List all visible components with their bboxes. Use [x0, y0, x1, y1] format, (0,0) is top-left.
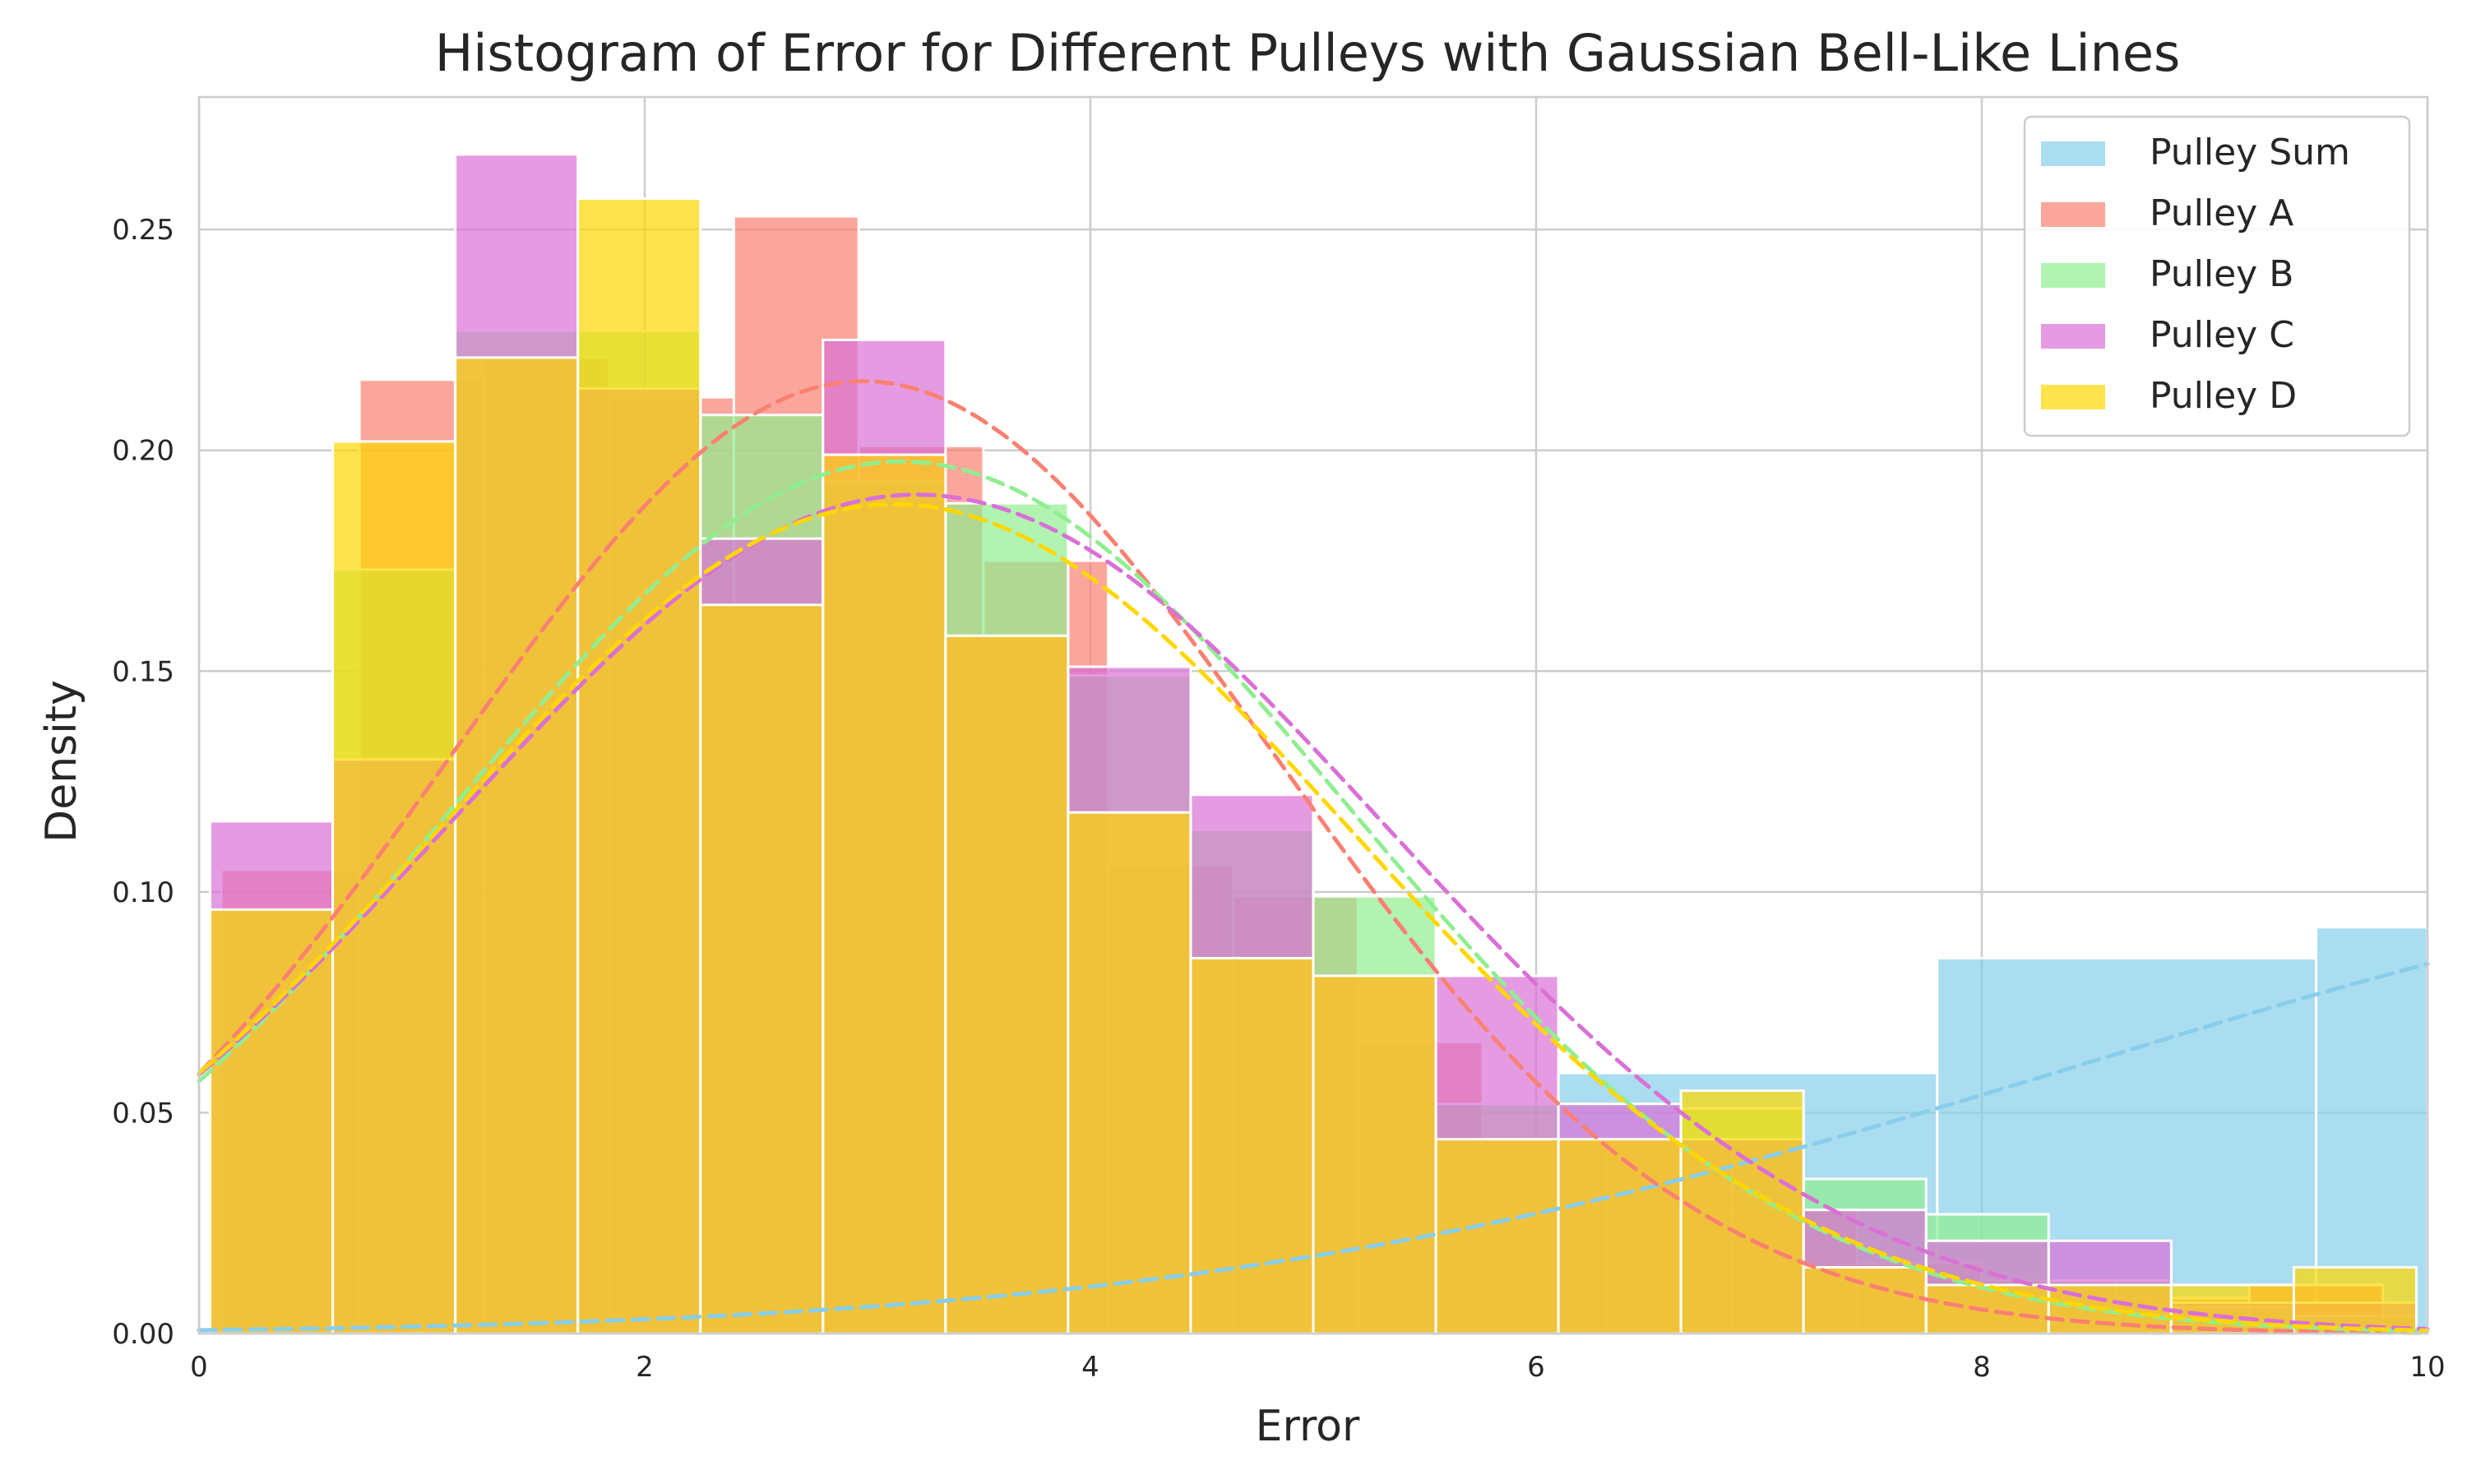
legend-swatch — [2041, 385, 2105, 409]
x-tick-label: 10 — [2409, 1351, 2445, 1384]
y-tick-label: 0.25 — [112, 214, 174, 247]
histogram-bar — [1802, 1265, 1928, 1335]
x-tick-label: 0 — [190, 1351, 208, 1384]
histogram-bar — [2292, 1265, 2418, 1335]
chart-title: Histogram of Error for Different Pulleys… — [435, 23, 2181, 83]
histogram-bar — [944, 634, 1070, 1335]
plot-frame — [197, 95, 2429, 1335]
gaussian-fit-line-4 — [197, 492, 2430, 1331]
series-bars-5 — [209, 197, 2418, 1335]
x-tick-labels: 0 2 4 6 8 10 — [190, 1351, 2445, 1384]
histogram-bar — [699, 603, 825, 1335]
histogram-bar — [454, 356, 580, 1335]
x-tick-label: 8 — [1973, 1351, 1991, 1384]
histogram-bar — [209, 908, 335, 1335]
gaussian-fit-line-5 — [197, 502, 2430, 1333]
legend-swatch — [2041, 141, 2105, 166]
y-tick-label: 0.15 — [112, 655, 174, 688]
histogram-bar — [822, 453, 947, 1335]
gaussian-fit-lines — [197, 379, 2430, 1335]
x-tick-label: 4 — [1081, 1351, 1099, 1384]
histogram-bar — [576, 197, 702, 1335]
x-axis-label: Error — [1256, 1402, 1360, 1451]
histogram-bar — [1189, 956, 1315, 1335]
histogram-bar — [1434, 1138, 1560, 1335]
legend-swatch — [2041, 202, 2105, 227]
legend-label: Pulley B — [2150, 253, 2293, 295]
y-tick-label: 0.10 — [112, 876, 174, 909]
legend-swatch — [2041, 324, 2105, 349]
y-tick-label: 0.05 — [112, 1097, 174, 1130]
gaussian-fit-line-2 — [197, 379, 2430, 1335]
histogram-bar — [1312, 974, 1437, 1335]
histogram-bar — [1067, 811, 1192, 1335]
x-tick-label: 6 — [1527, 1351, 1545, 1384]
histogram-bar — [1679, 1089, 1805, 1335]
y-tick-labels: 0.00 0.05 0.10 0.15 0.20 0.25 — [112, 214, 174, 1351]
gaussian-fit-line-1 — [197, 962, 2430, 1333]
legend: Pulley Sum Pulley A Pulley B Pulley C Pulley… — [2023, 115, 2411, 437]
y-tick-label: 0.00 — [112, 1318, 174, 1351]
legend-label: Pulley A — [2150, 192, 2293, 234]
histogram-bar — [1557, 1138, 1682, 1335]
histogram-bars — [209, 153, 2429, 1335]
y-axis-label: Density — [37, 680, 86, 843]
legend-label: Pulley C — [2150, 314, 2294, 356]
histogram-bar — [2315, 926, 2429, 1335]
x-tick-label: 2 — [636, 1351, 654, 1384]
y-tick-label: 0.20 — [112, 435, 174, 468]
histogram-bar — [331, 440, 457, 1335]
legend-label: Pulley D — [2150, 375, 2297, 417]
legend-swatch — [2041, 263, 2105, 288]
legend-label: Pulley Sum — [2150, 132, 2350, 173]
gaussian-fit-line-3 — [197, 459, 2430, 1334]
legend-box — [2023, 115, 2411, 437]
